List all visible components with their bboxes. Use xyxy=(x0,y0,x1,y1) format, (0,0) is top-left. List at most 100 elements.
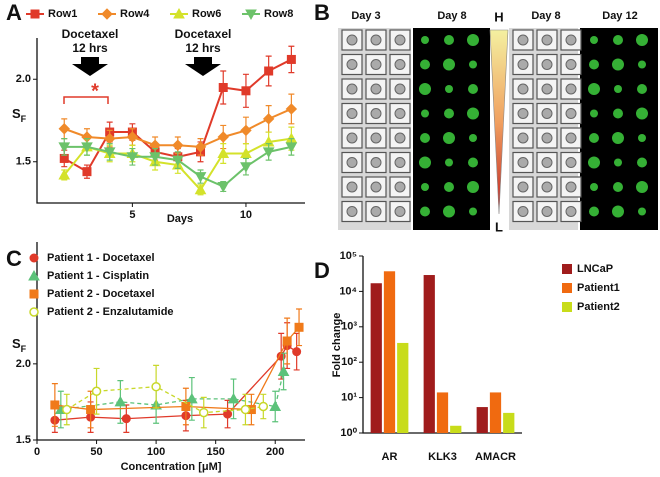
spheroid xyxy=(638,134,646,142)
spheroid xyxy=(636,107,648,120)
legend-swatch xyxy=(562,302,572,312)
spheroid xyxy=(370,157,382,168)
spheroid xyxy=(638,60,646,69)
marker xyxy=(241,86,251,96)
spheroid xyxy=(517,83,529,95)
x-tick-label: 5 xyxy=(129,209,135,221)
spheroid xyxy=(443,205,455,218)
marker xyxy=(50,400,60,410)
spheroid xyxy=(346,132,358,144)
spheroid xyxy=(614,158,622,167)
fluorescence-image xyxy=(580,28,658,230)
spheroid xyxy=(468,84,478,94)
spheroid xyxy=(394,132,406,144)
spheroid xyxy=(613,182,623,192)
spheroid xyxy=(394,34,406,46)
spheroid xyxy=(565,59,577,70)
spheroid xyxy=(394,206,406,217)
gradient-wedge xyxy=(489,29,509,215)
x-tick-label: KLK3 xyxy=(428,451,457,463)
marker xyxy=(173,7,185,19)
microscopy-panel xyxy=(338,28,658,230)
spheroid xyxy=(613,108,623,119)
series-line xyxy=(66,386,264,414)
spheroid xyxy=(517,59,529,70)
bar xyxy=(503,412,515,433)
spheroid xyxy=(612,205,624,218)
legend-label: Row4 xyxy=(120,8,150,20)
spheroid xyxy=(590,109,598,118)
annotation: Docetaxel xyxy=(175,27,232,41)
marker xyxy=(217,147,230,158)
spheroid xyxy=(469,207,477,216)
spheroid xyxy=(467,181,479,193)
spheroid xyxy=(589,133,599,143)
marker xyxy=(181,401,191,411)
spheroid xyxy=(468,157,478,168)
marker xyxy=(292,347,302,357)
fluorescence-image xyxy=(413,28,490,230)
marker xyxy=(91,386,102,397)
spheroid xyxy=(444,108,454,119)
spheroid xyxy=(517,157,529,168)
marker xyxy=(264,66,274,76)
y-tick-label: 2.0 xyxy=(16,73,31,85)
marker xyxy=(29,307,39,317)
legend-label: LNCaP xyxy=(577,263,613,275)
spheroid xyxy=(370,108,382,119)
y-label-main: S xyxy=(12,336,21,351)
arrow xyxy=(72,57,108,76)
y-tick-label: 1.5 xyxy=(16,156,31,168)
spheroid xyxy=(541,206,553,217)
axis xyxy=(36,38,305,204)
bar xyxy=(450,425,462,433)
spheroid xyxy=(613,35,623,45)
spheroid xyxy=(517,181,529,193)
y-label-main: S xyxy=(12,106,21,121)
marker xyxy=(218,83,228,92)
y-axis-label: Fold change xyxy=(331,313,343,378)
panel-label: B xyxy=(314,0,330,25)
bar xyxy=(489,392,502,433)
spheroid xyxy=(394,157,406,168)
spheroid xyxy=(346,59,358,70)
marker xyxy=(294,322,304,332)
x-tick-label: 150 xyxy=(206,446,224,458)
x-tick-label: AR xyxy=(382,451,398,463)
x-tick-label: 100 xyxy=(147,446,165,458)
x-axis-label: Concentration [μM] xyxy=(121,461,222,473)
spheroid xyxy=(420,133,430,143)
spheroid xyxy=(370,132,382,144)
y-tick-label: 10¹ xyxy=(341,392,357,404)
spheroid xyxy=(565,83,577,95)
marker xyxy=(194,141,207,153)
y-label-sub: F xyxy=(21,344,27,354)
x-tick-label: 0 xyxy=(34,446,40,458)
spheroid xyxy=(541,34,553,46)
bar xyxy=(383,271,396,433)
spheroid xyxy=(565,132,577,144)
marker xyxy=(126,131,139,143)
spheroid xyxy=(636,181,648,193)
spheroid xyxy=(541,157,553,168)
y-tick-label: 10³ xyxy=(341,321,357,333)
spheroid xyxy=(420,59,430,70)
spheroid xyxy=(636,34,648,46)
marker xyxy=(28,269,40,281)
marker xyxy=(217,131,229,143)
marker xyxy=(121,414,131,424)
legend-label: Patient 2 - Enzalutamide xyxy=(47,306,174,318)
spheroid xyxy=(370,34,382,46)
spheroid xyxy=(445,85,453,93)
spheroid xyxy=(346,157,358,168)
legend-label: Patient 2 - Docetaxel xyxy=(47,288,155,300)
marker xyxy=(194,172,207,183)
marker xyxy=(277,365,290,376)
bar xyxy=(423,275,435,433)
marker xyxy=(171,155,184,167)
scale-label: L xyxy=(495,219,503,234)
spheroid xyxy=(346,181,358,193)
x-tick-label: AMACR xyxy=(475,451,516,463)
bar xyxy=(476,407,488,433)
